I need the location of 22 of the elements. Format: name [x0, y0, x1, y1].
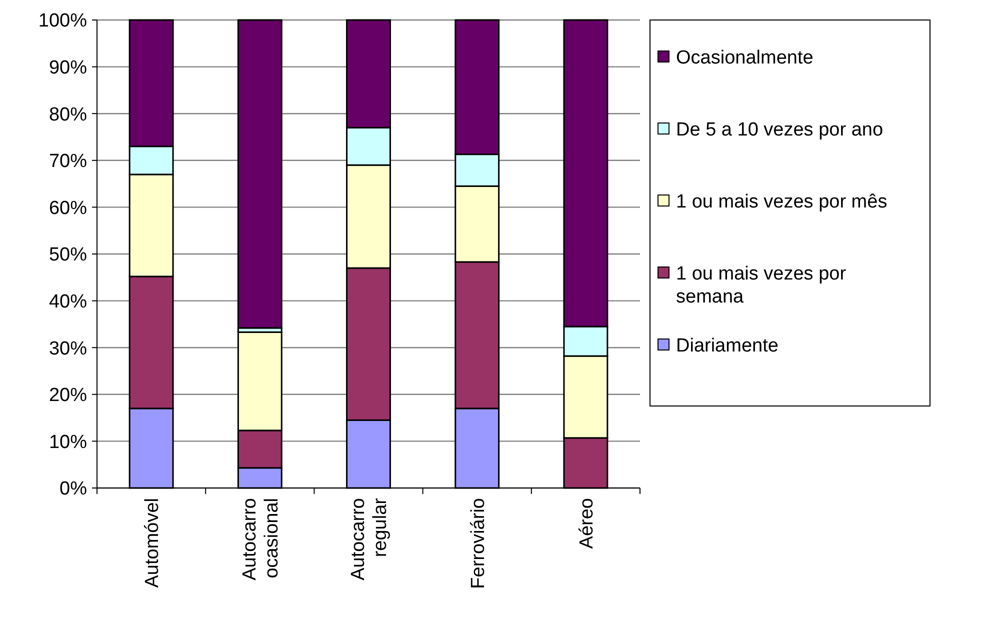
y-tick-label: 0% — [60, 478, 88, 500]
legend-label: 1 ou mais vezes por semana — [676, 264, 847, 308]
y-tick-label: 70% — [48, 151, 88, 172]
y-tick-label: 90% — [48, 57, 88, 78]
y-tick-label: 20% — [48, 385, 88, 406]
x-tick-label: Aéreo — [576, 498, 598, 549]
legend-label: Diariamente — [676, 336, 778, 357]
y-tick-label: 50% — [48, 244, 88, 266]
bar — [237, 19, 282, 329]
x-tick-label: Ferroviário — [468, 498, 489, 589]
legend-label: De 5 a 10 vezes por ano — [676, 120, 884, 141]
y-tick-label: 80% — [48, 104, 88, 126]
y-tick-label: 10% — [48, 432, 88, 453]
x-tick-label: Automóvel — [142, 498, 163, 588]
y-tick-label: 30% — [48, 338, 88, 360]
legend-label: 1 ou mais vezes por mês — [676, 192, 888, 213]
y-tick-label: 60% — [48, 198, 88, 219]
legend-label: Ocasionalmente — [676, 48, 814, 69]
x-tick-label: Autocarro ocasional — [240, 498, 283, 580]
x-tick-label: Autocarro regular — [348, 497, 392, 580]
y-tick-label: 40% — [48, 291, 88, 312]
y-tick-label: 100% — [38, 10, 88, 32]
